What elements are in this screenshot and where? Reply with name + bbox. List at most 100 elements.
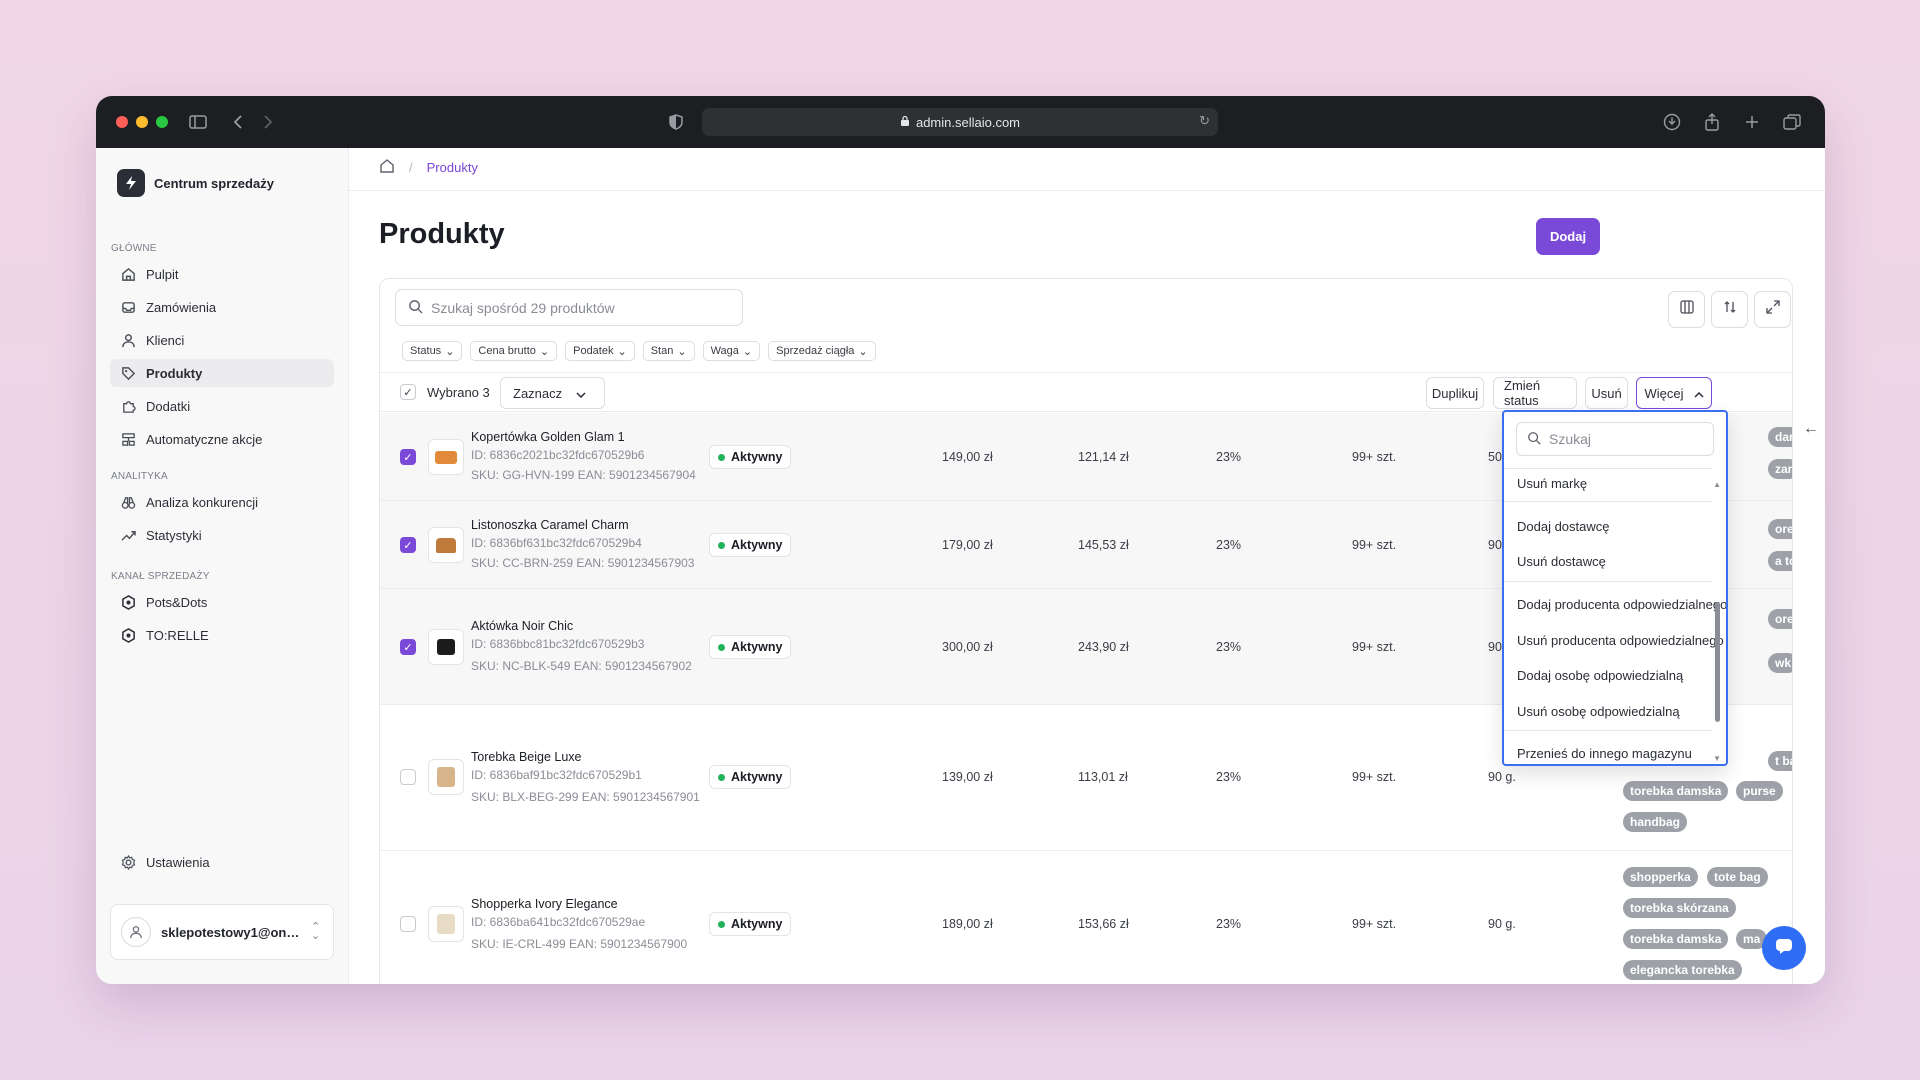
filter-sprzedaz-ciagla[interactable]: Sprzedaż ciągła ⌄ — [768, 341, 876, 361]
filter-status[interactable]: Status ⌄ — [402, 341, 463, 361]
tag: ore — [1768, 519, 1792, 539]
fullscreen-button[interactable] — [1754, 291, 1791, 328]
weight: 90 — [1488, 640, 1502, 654]
table-row[interactable]: Torebka Beige Luxe ID: 6836baf91bc32fdc6… — [380, 705, 1792, 851]
shield-icon[interactable] — [664, 110, 688, 134]
filter-stan[interactable]: Stan ⌄ — [642, 341, 695, 361]
sidebar-item-statystyki[interactable]: Statystyki — [110, 521, 334, 549]
product-id: ID: 6836baf91bc32fdc670529b1 — [471, 768, 642, 782]
sidebar-item-pots-dots[interactable]: Pots&Dots — [110, 588, 334, 616]
new-tab-icon[interactable] — [1740, 110, 1764, 134]
address-bar[interactable]: admin.sellaio.com ↻ — [702, 108, 1218, 136]
sidebar-item-torelle[interactable]: TO:RELLE — [110, 621, 334, 649]
tag: shopperka — [1623, 867, 1698, 887]
expand-icon — [1765, 300, 1780, 319]
breadcrumb-current[interactable]: Produkty — [426, 160, 478, 175]
home-icon[interactable] — [379, 158, 395, 177]
more-actions-button[interactable]: Więcej — [1636, 377, 1712, 409]
share-icon[interactable] — [1700, 110, 1724, 134]
menu-item-remove-responsible-person[interactable]: Usuń osobę odpowiedzialną — [1517, 704, 1680, 719]
product-name[interactable]: Shopperka Ivory Elegance — [471, 897, 618, 911]
change-status-button[interactable]: Zmień status — [1493, 377, 1577, 409]
lock-icon — [900, 115, 910, 130]
price-gross: 189,00 zł — [942, 917, 993, 931]
forward-icon[interactable] — [256, 110, 280, 134]
avatar — [121, 917, 151, 947]
divider — [1504, 468, 1712, 469]
binoculars-icon — [120, 494, 136, 510]
menu-item-add-responsible-person[interactable]: Dodaj osobę odpowiedzialną — [1517, 668, 1684, 683]
more-actions-dropdown: Szukaj Usuń markę Dodaj dostawcę Usuń do… — [1502, 410, 1728, 766]
filter-podatek[interactable]: Podatek ⌄ — [565, 341, 635, 361]
tag: elegancka torebka — [1623, 960, 1742, 980]
close-window-button[interactable] — [116, 116, 128, 128]
columns-button[interactable] — [1668, 291, 1705, 328]
arrow-left-icon[interactable]: ← — [1803, 420, 1819, 437]
sidebar-item-analiza-konkurencji[interactable]: Analiza konkurencji — [110, 488, 334, 516]
product-sku: SKU: IE-CRL-499 EAN: 5901234567900 — [471, 937, 688, 951]
menu-item-remove-responsible-producer[interactable]: Usuń producenta odpowiedzialnego — [1517, 633, 1724, 648]
tabs-overview-icon[interactable] — [1780, 110, 1804, 134]
brand[interactable]: Centrum sprzedaży — [117, 169, 274, 197]
sidebar-item-pulpit[interactable]: Pulpit — [110, 260, 334, 288]
weight: 90 — [1488, 538, 1502, 552]
menu-item-add-supplier[interactable]: Dodaj dostawcę — [1517, 519, 1610, 534]
duplicate-button[interactable]: Duplikuj — [1426, 377, 1484, 409]
sidebar-item-label: Statystyki — [146, 527, 202, 543]
sidebar-item-zamowienia[interactable]: Zamówienia — [110, 293, 334, 321]
product-name[interactable]: Torebka Beige Luxe — [471, 750, 582, 764]
product-name[interactable]: Kopertówka Golden Glam 1 — [471, 430, 625, 444]
download-icon[interactable] — [1660, 110, 1684, 134]
dropdown-scrollbar[interactable] — [1715, 602, 1720, 722]
section-label-main: GŁÓWNE — [111, 243, 157, 254]
scroll-up-icon[interactable]: ▲ — [1713, 480, 1721, 489]
filter-label: Podatek — [573, 345, 614, 357]
sidebar-toggle-icon[interactable] — [186, 110, 210, 134]
status-label: Aktywny — [731, 917, 783, 931]
sidebar-item-produkty[interactable]: Produkty — [110, 359, 334, 387]
sort-button[interactable] — [1711, 291, 1748, 328]
delete-button[interactable]: Usuń — [1585, 377, 1628, 409]
dropdown-search[interactable]: Szukaj — [1516, 422, 1714, 456]
sidebar-item-label: Ustawienia — [146, 854, 210, 870]
user-account-switcher[interactable]: sklepotestowy1@onet... ⌃ ⌄ — [110, 904, 334, 960]
filter-label: Stan — [650, 345, 674, 357]
menu-item-add-responsible-producer[interactable]: Dodaj producenta odpowiedzialnego — [1517, 597, 1728, 612]
status-label: Aktywny — [731, 538, 783, 552]
menu-item-remove-brand[interactable]: Usuń markę — [1517, 476, 1588, 491]
sidebar-item-dodatki[interactable]: Dodatki — [110, 392, 334, 420]
chat-support-button[interactable] — [1762, 926, 1806, 970]
back-icon[interactable] — [226, 110, 250, 134]
product-name[interactable]: Aktówka Noir Chic — [471, 619, 574, 633]
sidebar-item-automatyczne-akcje[interactable]: Automatyczne akcje — [110, 425, 334, 453]
menu-item-remove-supplier[interactable]: Usuń dostawcę — [1517, 554, 1606, 569]
sidebar-item-ustawienia[interactable]: Ustawienia — [110, 848, 334, 876]
sort-icon — [1723, 300, 1737, 319]
minimize-window-button[interactable] — [136, 116, 148, 128]
select-all-checkbox[interactable]: ✓ — [400, 384, 416, 400]
row-checkbox[interactable] — [400, 916, 416, 932]
select-menu-button[interactable]: Zaznacz — [500, 377, 605, 409]
product-name[interactable]: Listonoszka Caramel Charm — [471, 518, 629, 532]
row-checkbox[interactable] — [400, 769, 416, 785]
brand-logo-icon — [117, 169, 145, 197]
maximize-window-button[interactable] — [156, 116, 168, 128]
product-sku: SKU: BLX-BEG-299 EAN: 5901234567901 — [471, 790, 700, 804]
table-row[interactable]: Shopperka Ivory Elegance ID: 6836ba641bc… — [380, 851, 1792, 984]
row-checkbox[interactable]: ✓ — [400, 639, 416, 655]
product-search[interactable] — [395, 289, 743, 326]
tax-rate: 23% — [1216, 917, 1242, 931]
row-checkbox[interactable]: ✓ — [400, 537, 416, 553]
product-id: ID: 6836c2021bc32fdc670529b6 — [471, 448, 645, 462]
price-net: 153,66 zł — [1078, 917, 1129, 931]
add-product-button[interactable]: Dodaj — [1536, 218, 1600, 255]
chevron-down-icon: ⌄ — [539, 345, 550, 358]
filter-waga[interactable]: Waga ⌄ — [702, 341, 761, 361]
row-checkbox[interactable]: ✓ — [400, 449, 416, 465]
sidebar-item-klienci[interactable]: Klienci — [110, 326, 334, 354]
reload-icon[interactable]: ↻ — [1199, 113, 1210, 128]
filter-cena-brutto[interactable]: Cena brutto ⌄ — [470, 341, 558, 361]
scroll-down-icon[interactable]: ▼ — [1713, 754, 1721, 763]
menu-item-move-warehouse[interactable]: Przenieś do innego magazynu — [1517, 746, 1692, 761]
search-input[interactable] — [431, 299, 711, 316]
